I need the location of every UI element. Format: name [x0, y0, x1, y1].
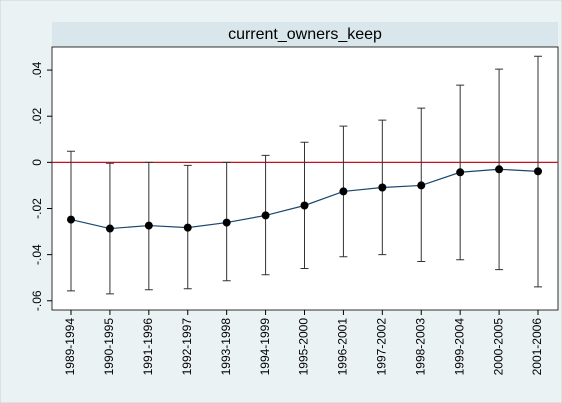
point — [534, 167, 542, 176]
point — [67, 215, 75, 224]
x-tick-label: 1995-2000 — [297, 318, 311, 376]
x-tick-label: 1999-2004 — [452, 318, 466, 376]
x-tick-label: 1991-1996 — [141, 318, 155, 376]
x-tick-label: 1990-1995 — [102, 318, 116, 376]
x-tick-label: 1997-2002 — [375, 318, 389, 376]
y-tick-label: .04 — [30, 61, 44, 78]
x-tick-label: 1998-2003 — [413, 318, 427, 376]
point — [378, 183, 387, 192]
chart-title: current_owners_keep — [228, 26, 382, 43]
x-tick-label: 1993-1998 — [219, 318, 233, 376]
point — [105, 224, 114, 233]
point — [456, 168, 465, 177]
x-tick-label: 1996-2001 — [336, 318, 350, 376]
point — [183, 223, 192, 232]
x-tick-label: 1989-1994 — [63, 318, 77, 376]
point — [261, 211, 270, 220]
point — [339, 187, 348, 196]
point — [417, 181, 426, 190]
y-tick-label: -.06 — [30, 290, 44, 311]
point — [222, 218, 231, 227]
point — [300, 201, 309, 210]
x-tick-label: 2000-2005 — [491, 318, 505, 376]
x-tick-label: 1992-1997 — [180, 318, 194, 376]
point — [144, 221, 153, 230]
y-tick-label: -.02 — [30, 198, 44, 219]
x-tick-label: 2001-2006 — [530, 318, 544, 376]
title-bar — [52, 22, 558, 47]
y-tick-label: -.04 — [30, 244, 44, 265]
y-tick-label: 0 — [30, 159, 44, 166]
y-tick-label: .02 — [30, 108, 44, 125]
point — [495, 165, 504, 174]
x-tick-label: 1994-1999 — [258, 318, 272, 376]
